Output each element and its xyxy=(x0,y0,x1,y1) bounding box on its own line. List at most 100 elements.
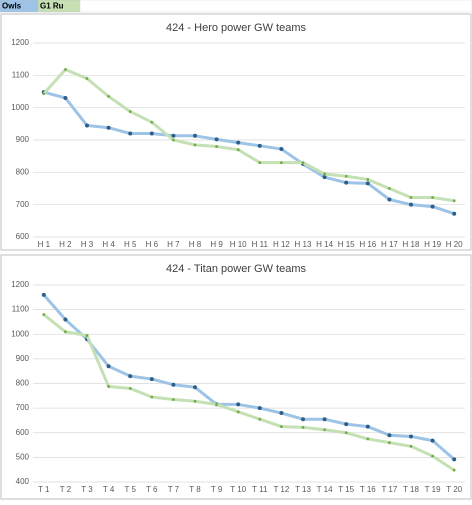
y-tick-label: 800 xyxy=(16,167,30,176)
x-tick-label: H 8 xyxy=(189,240,202,249)
point xyxy=(63,317,68,322)
point xyxy=(323,172,326,176)
point xyxy=(193,399,197,403)
x-tick-label: T 10 xyxy=(230,485,246,494)
x-tick-label: T 16 xyxy=(360,485,376,494)
y-tick-label: 1000 xyxy=(11,103,29,112)
point xyxy=(301,425,305,429)
point xyxy=(409,434,413,439)
x-tick-label: H 10 xyxy=(230,240,247,249)
series-line xyxy=(43,90,455,216)
point xyxy=(387,197,392,202)
point xyxy=(128,131,133,136)
point xyxy=(280,425,283,428)
x-tick-label: H 7 xyxy=(167,240,180,249)
point xyxy=(323,428,326,432)
x-tick-label: T 15 xyxy=(338,485,354,494)
point xyxy=(85,77,89,80)
y-tick-label: 600 xyxy=(16,428,30,437)
point xyxy=(409,202,413,207)
point xyxy=(430,204,435,209)
x-tick-label: H 1 xyxy=(38,240,51,249)
y-tick-label: 1100 xyxy=(12,70,30,79)
y-tick-label: 1200 xyxy=(11,38,29,47)
y-tick-label: 600 xyxy=(16,232,30,241)
header-text: Owls xyxy=(2,2,22,11)
x-tick-label: T 4 xyxy=(103,485,115,494)
x-tick-label: T 5 xyxy=(124,485,136,494)
x-tick-label: H 4 xyxy=(102,240,115,249)
x-tick-label: H 13 xyxy=(295,240,312,249)
point xyxy=(279,147,284,152)
point xyxy=(258,161,262,165)
point xyxy=(236,148,240,152)
x-tick-label: H 17 xyxy=(381,240,398,249)
point xyxy=(280,161,283,165)
point xyxy=(236,402,241,407)
point xyxy=(322,175,327,180)
x-tick-label: H 5 xyxy=(124,240,137,249)
point xyxy=(344,174,348,178)
point xyxy=(193,143,197,147)
x-tick-label: T 9 xyxy=(211,485,223,494)
point xyxy=(365,181,370,186)
point xyxy=(149,377,154,382)
point xyxy=(301,417,305,422)
x-tick-label: T 2 xyxy=(60,485,72,494)
x-tick-label: T 1 xyxy=(38,485,50,494)
point xyxy=(322,417,327,422)
point xyxy=(128,374,133,379)
y-tick-label: 500 xyxy=(16,452,30,461)
point xyxy=(452,457,457,462)
x-tick-label: H 2 xyxy=(59,240,72,249)
point xyxy=(279,411,284,416)
point xyxy=(258,417,262,421)
x-tick-label: T 20 xyxy=(446,485,462,494)
point xyxy=(171,382,176,387)
y-tick-label: 1100 xyxy=(12,305,30,314)
x-tick-label: H 6 xyxy=(146,240,159,249)
point xyxy=(63,95,68,100)
x-tick-label: H 20 xyxy=(446,240,463,249)
point xyxy=(42,313,46,316)
point xyxy=(106,125,111,130)
point xyxy=(193,133,197,138)
point xyxy=(64,330,67,334)
y-tick-label: 700 xyxy=(16,403,30,412)
x-tick-label: H 16 xyxy=(359,240,376,249)
point xyxy=(215,403,219,406)
point xyxy=(452,468,456,472)
x-tick-label: H 14 xyxy=(316,240,333,249)
x-tick-label: H 9 xyxy=(210,240,223,249)
point xyxy=(257,406,262,411)
x-tick-label: T 19 xyxy=(425,485,441,494)
point xyxy=(366,178,370,181)
x-tick-label: H 12 xyxy=(273,240,290,249)
point xyxy=(172,398,175,401)
y-tick-label: 1000 xyxy=(11,329,29,338)
point xyxy=(214,137,219,142)
series-line xyxy=(42,68,455,203)
point xyxy=(431,454,434,458)
point xyxy=(344,431,348,435)
chart-title: 424 - Titan power GW teams xyxy=(166,263,306,275)
point xyxy=(172,138,175,142)
point xyxy=(107,94,110,98)
point xyxy=(85,334,89,337)
x-tick-label: T 18 xyxy=(403,485,419,494)
y-tick-label: 1200 xyxy=(11,280,29,289)
point xyxy=(64,68,67,71)
point xyxy=(344,422,349,427)
point xyxy=(388,187,391,190)
point xyxy=(431,196,434,199)
x-tick-label: H 15 xyxy=(338,240,355,249)
header-text: G1 Ru xyxy=(40,2,64,11)
point xyxy=(171,133,176,138)
chart-frame xyxy=(0,254,472,500)
point xyxy=(236,140,241,145)
point xyxy=(128,110,132,113)
y-tick-label: 900 xyxy=(16,135,30,144)
x-tick-label: T 3 xyxy=(81,485,93,494)
x-tick-label: T 8 xyxy=(189,485,201,494)
